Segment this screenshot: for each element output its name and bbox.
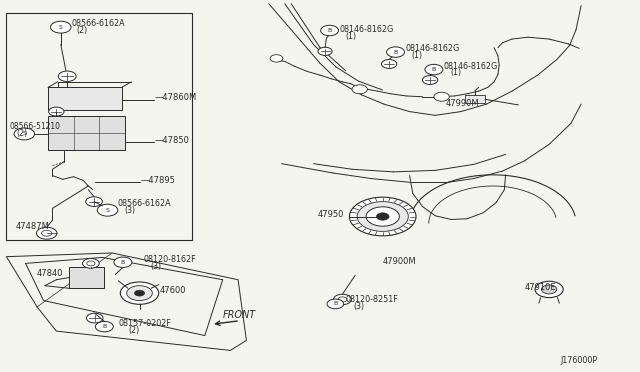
Circle shape (120, 282, 159, 304)
Circle shape (541, 285, 557, 294)
Circle shape (36, 227, 57, 239)
Text: 47487M: 47487M (16, 222, 50, 231)
Text: —47860M: —47860M (155, 93, 197, 102)
Text: 08120-8162F: 08120-8162F (144, 255, 196, 264)
Circle shape (327, 299, 344, 309)
Text: J176000P: J176000P (560, 356, 597, 365)
Text: (2): (2) (16, 129, 28, 138)
Text: (2): (2) (128, 326, 140, 335)
Bar (48, 87, 122, 110)
Text: B: B (432, 67, 436, 72)
Circle shape (134, 290, 145, 296)
Circle shape (381, 60, 397, 68)
Text: B: B (328, 28, 332, 33)
Circle shape (321, 25, 339, 36)
Circle shape (318, 47, 332, 55)
Text: 08146-8162G: 08146-8162G (339, 25, 394, 34)
Polygon shape (6, 253, 246, 350)
Circle shape (333, 294, 351, 305)
Circle shape (83, 259, 99, 268)
Circle shape (535, 281, 563, 298)
Circle shape (51, 21, 71, 33)
Text: (3): (3) (353, 302, 364, 311)
Bar (69, 267, 104, 288)
Text: FRONT: FRONT (223, 310, 256, 320)
Circle shape (86, 313, 103, 323)
Text: B: B (121, 260, 125, 265)
Text: 47910E: 47910E (525, 283, 556, 292)
Circle shape (127, 286, 152, 301)
Text: 47990M: 47990M (445, 99, 479, 108)
Text: 47950: 47950 (318, 210, 344, 219)
Text: (1): (1) (450, 68, 461, 77)
Circle shape (95, 321, 113, 332)
Text: 08146-8162G: 08146-8162G (444, 62, 498, 71)
Circle shape (58, 71, 76, 81)
Circle shape (357, 202, 408, 231)
Circle shape (87, 261, 95, 266)
Text: 47840: 47840 (37, 269, 63, 278)
Text: B: B (102, 324, 106, 329)
Text: (1): (1) (412, 51, 422, 60)
Circle shape (14, 128, 35, 140)
Text: 08566-6162A: 08566-6162A (118, 199, 172, 208)
Text: 47600: 47600 (160, 286, 186, 295)
Circle shape (387, 47, 404, 57)
Text: S: S (59, 25, 63, 30)
Circle shape (349, 197, 416, 236)
Text: 08146-8162G: 08146-8162G (405, 44, 460, 53)
Circle shape (376, 213, 389, 220)
Circle shape (352, 85, 367, 94)
Circle shape (42, 230, 52, 236)
Text: (3): (3) (125, 206, 136, 215)
Text: 08157-0202F: 08157-0202F (118, 319, 172, 328)
Text: S: S (22, 131, 26, 137)
Text: B: B (394, 49, 397, 55)
Bar (48, 116, 125, 150)
Circle shape (114, 257, 132, 267)
Circle shape (366, 207, 399, 226)
Text: 47900M: 47900M (383, 257, 417, 266)
Circle shape (97, 204, 118, 216)
Text: 08120-8251F: 08120-8251F (346, 295, 398, 304)
Text: S: S (106, 208, 109, 213)
Text: —47850: —47850 (155, 136, 189, 145)
Text: 08566-6162A: 08566-6162A (72, 19, 125, 28)
Circle shape (434, 92, 449, 101)
Circle shape (86, 197, 102, 206)
Text: B: B (333, 301, 337, 307)
Circle shape (422, 76, 438, 84)
Text: 08566-51210: 08566-51210 (10, 122, 61, 131)
Circle shape (338, 297, 347, 302)
Bar (6, 13, 192, 240)
Text: (3): (3) (150, 262, 161, 271)
Text: (1): (1) (346, 32, 356, 41)
Circle shape (49, 107, 64, 116)
Bar (465, 95, 485, 103)
Circle shape (425, 64, 443, 75)
Circle shape (270, 55, 283, 62)
Text: (2): (2) (77, 26, 88, 35)
Text: —47895: —47895 (141, 176, 175, 185)
